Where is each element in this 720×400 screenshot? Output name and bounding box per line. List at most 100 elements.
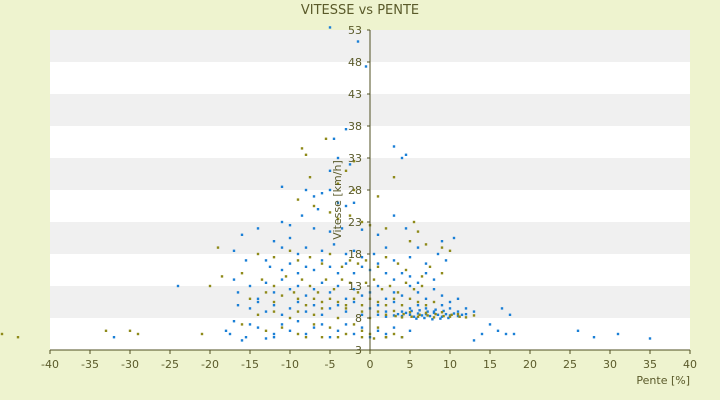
data-point-blue [472,310,476,313]
x-tick-label: 40 [683,358,697,371]
data-point-olive [392,309,396,313]
data-point-olive [328,252,332,256]
data-point-blue [444,259,448,262]
data-point-blue [376,233,380,236]
data-point-olive [424,311,428,315]
data-point-blue [320,323,324,326]
data-point-blue [312,268,316,272]
data-point-blue [456,314,460,318]
data-point-olive [400,336,404,339]
y-tick-label: 48 [348,56,362,69]
data-point-blue [400,156,404,160]
data-point-blue [320,281,324,284]
data-point-blue [304,265,308,268]
data-point-olive [336,182,340,185]
data-point-olive [418,313,421,316]
data-point-olive [272,310,276,313]
data-point-blue [384,315,388,318]
data-point-blue [424,312,428,316]
data-point-blue [442,309,445,313]
data-point-olive [200,332,204,336]
data-point-blue [376,284,380,288]
data-point-olive [440,272,444,275]
y-axis-label: Vitesse [km/h] [331,160,344,240]
data-point-blue [440,304,444,307]
data-point-blue [264,259,268,262]
data-point-olive [448,315,452,318]
data-point-blue [328,188,332,192]
data-point-olive [324,137,328,140]
data-point-blue [344,297,348,300]
data-point-blue [432,288,436,291]
data-point-blue [280,246,284,249]
data-point-blue [434,308,437,311]
data-point-blue [280,185,284,188]
x-tick-label: 30 [603,358,617,371]
data-point-blue [248,307,252,310]
data-point-olive [336,316,340,320]
data-point-blue [432,278,436,281]
data-point-blue [392,326,396,329]
data-point-olive [280,294,284,297]
x-tick-label: -40 [41,358,59,371]
data-point-olive [312,204,316,208]
data-point-olive [316,291,320,294]
data-point-blue [236,291,240,294]
data-point-olive [344,307,348,310]
data-point-blue [256,227,260,230]
data-point-blue [240,339,244,342]
data-point-blue [176,284,180,288]
data-point-olive [240,272,244,275]
data-point-blue [408,307,412,310]
data-point-blue [344,310,348,313]
data-point-blue [312,288,316,291]
data-point-olive [372,278,376,281]
x-tick-label: -10 [281,358,299,371]
data-point-olive [412,288,416,291]
data-point-blue [400,272,404,275]
data-point-blue [504,332,508,336]
data-point-blue [248,284,252,288]
y-tick-label: 43 [348,88,362,101]
data-point-blue [592,336,596,339]
data-point-blue [384,297,388,300]
data-point-blue [280,323,284,326]
data-point-blue [244,259,248,262]
data-point-blue [452,236,456,240]
data-point-blue [328,265,332,268]
data-point-olive [384,256,388,259]
data-point-blue [360,326,364,329]
data-point-olive [402,312,405,316]
data-point-blue [384,272,388,275]
data-point-olive [458,315,461,318]
data-point-olive [412,220,416,224]
data-point-olive [360,304,364,307]
data-point-blue [384,332,388,336]
data-point-blue [360,313,364,316]
data-point-olive [384,304,388,307]
data-point-olive [372,337,376,340]
data-point-olive [340,265,344,268]
data-point-blue [440,294,444,297]
x-tick-label: -20 [201,358,219,371]
data-point-blue [300,214,304,217]
data-point-olive [16,336,20,339]
x-tick-label: 10 [443,358,457,371]
data-point-olive [376,300,380,304]
data-point-olive [336,217,340,220]
data-point-blue [424,272,428,275]
data-point-olive [352,323,356,326]
data-point-blue [408,313,412,316]
data-point-olive [384,227,388,230]
data-point-olive [304,304,308,307]
data-point-olive [424,304,428,307]
data-point-olive [272,256,276,259]
data-point-blue [428,314,432,318]
data-point-blue [352,249,356,252]
data-point-blue [336,304,340,307]
data-point-blue [447,316,450,320]
data-point-blue [376,262,380,265]
x-axis-ticks: -40 -35 -30 -25 -20 -15 -10 -5 0 5 10 15 20 25 30 35 40 [41,350,697,371]
data-point-olive [440,311,444,314]
